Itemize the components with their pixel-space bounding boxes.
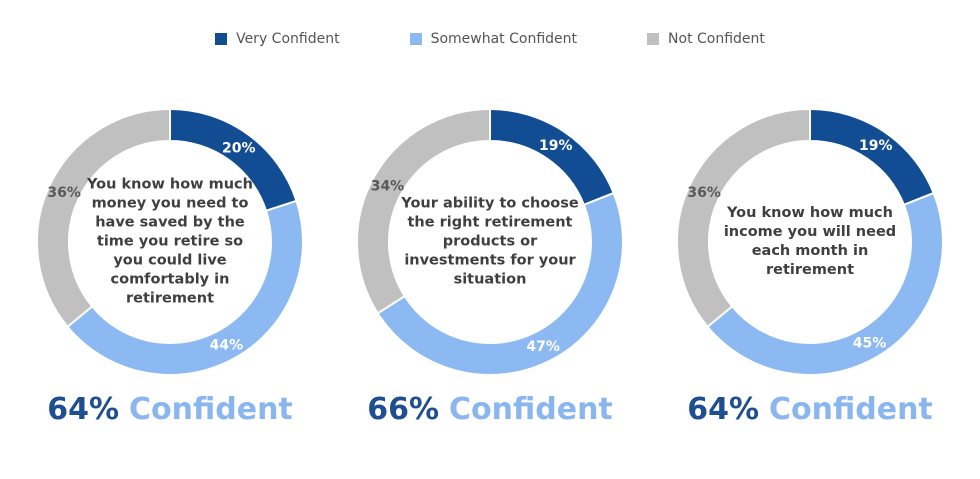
summary-percent-2: 66%: [367, 392, 440, 427]
donut-center-text-1: You know how much money you need to have…: [87, 176, 253, 307]
legend: Very Confident Somewhat Confident Not Co…: [0, 31, 980, 47]
donut-2-slice-not-confident: [356, 107, 491, 315]
summary-3: 64% Confident: [650, 392, 970, 427]
donut-3-label-very-confident: 19%: [859, 138, 893, 154]
donut-2-label-not-confident: 34%: [371, 179, 405, 195]
summary-1: 64% Confident: [10, 392, 330, 427]
donut-3-label-somewhat-confident: 45%: [853, 336, 887, 352]
donut-1-slice-not-confident: [36, 107, 171, 329]
summary-word-2: Confident: [449, 392, 613, 427]
legend-label-not-confident: Not Confident: [668, 31, 765, 47]
donut-svg-1: 20% 44% 36%: [36, 107, 304, 376]
donut-chart-2: 19% 47% 34% Your ability to choose the rig…: [356, 107, 624, 376]
legend-label-somewhat-confident: Somewhat Confident: [430, 31, 578, 47]
donut-2-slice-very-confident: [489, 107, 615, 207]
donut-svg-2: 19% 47% 34%: [356, 107, 624, 376]
legend-item-not-confident: Not Confident: [647, 31, 765, 47]
donut-1-label-very-confident: 20%: [222, 140, 256, 156]
legend-swatch-not-confident: [647, 33, 660, 45]
legend-label-very-confident: Very Confident: [236, 31, 340, 47]
summary-word-3: Confident: [769, 392, 933, 427]
summary-percent-1: 64%: [47, 392, 120, 427]
summary-2: 66% Confident: [330, 392, 650, 427]
donut-1-label-somewhat-confident: 44%: [210, 338, 244, 354]
legend-swatch-very-confident: [215, 33, 228, 45]
donut-2-slice-somewhat-confident: [376, 191, 624, 376]
donut-2-label-somewhat-confident: 47%: [526, 339, 560, 355]
legend-swatch-somewhat-confident: [409, 33, 422, 45]
donut-center-text-2: Your ability to choose the right retirem…: [401, 195, 579, 288]
legend-item-very-confident: Very Confident: [215, 31, 340, 47]
donut-chart-3: 19% 45% 36% You know how much income you w…: [676, 107, 944, 376]
donut-1-label-not-confident: 36%: [47, 185, 81, 201]
summary-word-1: Confident: [129, 392, 293, 427]
donut-center-text-3: You know how much income you will need e…: [723, 205, 897, 278]
donut-3-slice-not-confident: [676, 107, 811, 329]
donut-chart-1: 20% 44% 36% You know how much money you ne…: [36, 107, 304, 376]
donut-3-label-not-confident: 36%: [687, 185, 721, 201]
donut-3-slice-somewhat-confident: [706, 191, 944, 376]
donut-svg-3: 19% 45% 36%: [676, 107, 944, 376]
donut-2-label-very-confident: 19%: [539, 138, 573, 154]
summary-percent-3: 64%: [687, 392, 760, 427]
donut-3-slice-very-confident: [809, 107, 935, 207]
donut-1-slice-somewhat-confident: [66, 199, 304, 376]
legend-item-somewhat-confident: Somewhat Confident: [409, 31, 578, 47]
